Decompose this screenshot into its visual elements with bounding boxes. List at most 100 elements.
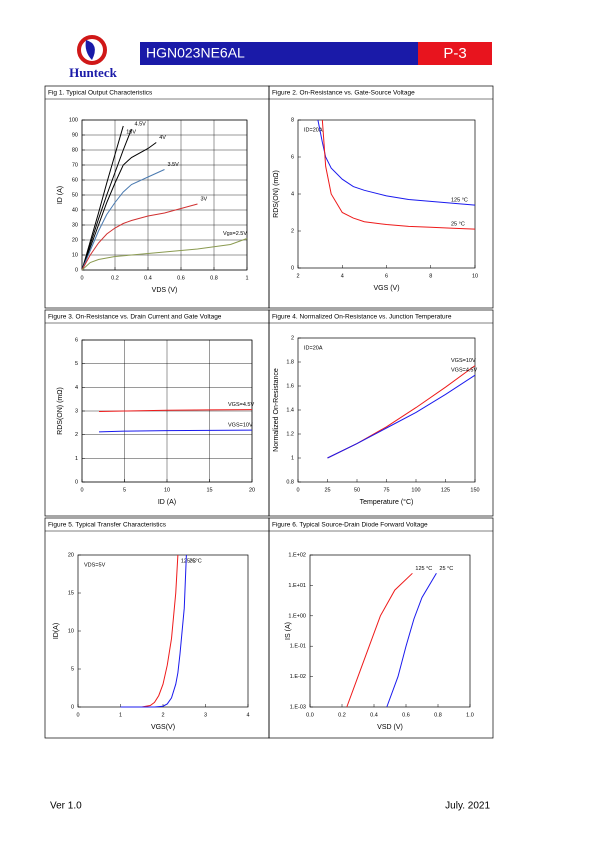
plot-frame [297, 337, 476, 483]
plot-frame [309, 554, 471, 708]
series-line [81, 125, 124, 271]
y-tick-label: 70 [72, 162, 78, 168]
series-line [120, 554, 187, 708]
x-tick-label: 0.4 [370, 712, 378, 718]
y-tick-label: 1.E+00 [288, 613, 306, 619]
series-label: 125 °C [451, 198, 468, 204]
x-tick-label: 2 [296, 273, 299, 279]
y-tick-label: 4 [75, 385, 78, 391]
y-tick-label: 1.E-01 [290, 644, 306, 650]
y-tick-label: 80 [72, 147, 78, 153]
plot-frame [81, 339, 253, 483]
series-line [81, 238, 248, 271]
y-tick-label: 50 [72, 192, 78, 198]
series-line [317, 119, 476, 206]
y-tick-label: 100 [69, 117, 78, 123]
y-tick-label: 6 [75, 337, 78, 343]
title-bar [140, 42, 418, 65]
y-tick-label: 60 [72, 177, 78, 183]
y-tick-label: 2 [291, 228, 294, 234]
y-tick-label: 1.2 [286, 431, 294, 437]
x-tick-label: 125 [441, 487, 450, 493]
x-tick-label: 8 [429, 273, 432, 279]
panel-title: Fig 1. Typical Output Characteristics [48, 90, 153, 97]
series-label: VGS=4.5V [451, 368, 477, 374]
y-tick-label: 0 [71, 704, 74, 710]
date: July. 2021 [445, 801, 490, 812]
series-label: 25 °C [439, 566, 453, 572]
series-line [98, 409, 253, 412]
x-tick-label: 15 [206, 487, 212, 493]
series-label: 3V [201, 196, 208, 202]
x-tick-label: 0.2 [338, 712, 346, 718]
panel-frame [44, 309, 270, 517]
panel-title: Figure 6. Typical Source-Drain Diode For… [272, 522, 428, 529]
x-tick-label: 0.8 [434, 712, 442, 718]
y-tick-label: 20 [68, 552, 74, 558]
panel-frame [268, 309, 494, 517]
series-line [81, 169, 165, 271]
series-label: 4V [159, 135, 166, 141]
x-tick-label: 0.6 [402, 712, 410, 718]
y-tick-label: 0 [291, 265, 294, 271]
x-tick-label: 20 [249, 487, 255, 493]
x-tick-label: 4 [341, 273, 344, 279]
y-tick-label: 3 [75, 408, 78, 414]
logo-ring [77, 35, 107, 65]
y-tick-label: 90 [72, 132, 78, 138]
y-axis-label: Normalized On-Resistance [273, 368, 280, 452]
series-line [327, 374, 476, 459]
series-label: VGS=10V [228, 423, 253, 429]
y-tick-label: 8 [291, 117, 294, 123]
logo-text: Hunteck [69, 65, 117, 80]
x-axis-label: Temperature (°C) [360, 498, 414, 506]
y-tick-label: 1.E-02 [290, 674, 306, 680]
y-tick-label: 1.4 [286, 407, 294, 413]
x-tick-label: 3 [204, 712, 207, 718]
x-tick-label: 0.4 [144, 275, 152, 281]
series-label: 25°C [189, 558, 201, 564]
y-tick-label: 1.8 [286, 359, 294, 365]
x-tick-label: 1 [119, 712, 122, 718]
x-axis-label: VDS (V) [152, 287, 178, 294]
x-tick-label: 50 [354, 487, 360, 493]
x-tick-label: 75 [383, 487, 389, 493]
y-tick-label: 10 [68, 628, 74, 634]
x-axis-label: ID (A) [158, 499, 176, 506]
x-tick-label: 0 [296, 487, 299, 493]
panel-title: Figure 5. Typical Transfer Characteristi… [48, 522, 167, 529]
series-line [120, 554, 179, 708]
plot-frame [77, 554, 249, 708]
y-tick-label: 4 [291, 191, 294, 197]
x-tick-label: 0 [80, 487, 83, 493]
series-line [346, 572, 413, 708]
x-tick-label: 1.0 [466, 712, 474, 718]
x-tick-label: 2 [161, 712, 164, 718]
version: Ver 1.0 [50, 801, 82, 812]
series-label: 4.5V [135, 121, 147, 127]
y-tick-label: 0 [75, 267, 78, 273]
y-tick-label: 40 [72, 207, 78, 213]
series-line [321, 119, 476, 230]
series-label: 10V [126, 129, 136, 135]
panel-frame [268, 517, 494, 739]
x-tick-label: 1 [245, 275, 248, 281]
y-tick-label: 10 [72, 252, 78, 258]
x-tick-label: 6 [385, 273, 388, 279]
series-line [327, 365, 476, 459]
series-line [81, 203, 198, 271]
y-tick-label: 1.E+02 [288, 552, 306, 558]
x-tick-label: 100 [411, 487, 420, 493]
series-label: VGS=10V [451, 358, 476, 364]
y-tick-label: 1.E-03 [290, 704, 306, 710]
x-tick-label: 0.6 [177, 275, 185, 281]
x-tick-label: 10 [472, 273, 478, 279]
panel-frame [268, 85, 494, 309]
panel-title: Figure 4. Normalized On-Resistance vs. J… [272, 314, 452, 321]
plot-frame [81, 119, 248, 271]
y-tick-label: 30 [72, 222, 78, 228]
x-tick-label: 5 [123, 487, 126, 493]
x-tick-label: 0.0 [306, 712, 314, 718]
series-label: Vgs=2.5V [223, 231, 247, 237]
